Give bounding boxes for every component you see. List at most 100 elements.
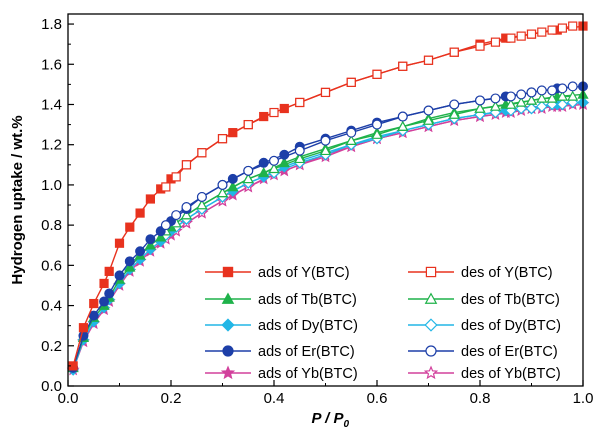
- data-point: [556, 98, 569, 111]
- data-point: [161, 182, 171, 192]
- data-point: [135, 246, 146, 257]
- x-tick-label: 0.2: [161, 390, 182, 407]
- y-tick-label: 1.2: [41, 137, 62, 154]
- legend-label: des of Er(BTC): [461, 344, 558, 360]
- data-point: [346, 77, 356, 87]
- data-point: [422, 114, 435, 125]
- data-point: [197, 148, 207, 158]
- x-tick-label: 0.4: [264, 390, 285, 407]
- data-point: [99, 278, 109, 289]
- data-point: [114, 238, 125, 248]
- data-point: [535, 100, 548, 113]
- data-point: [181, 160, 192, 170]
- data-point: [196, 191, 207, 202]
- legend-label: des of Y(BTC): [461, 265, 553, 281]
- data-point: [124, 256, 135, 267]
- data-point: [525, 94, 538, 105]
- data-point: [423, 55, 434, 65]
- data-point: [268, 162, 280, 174]
- data-point: [448, 108, 460, 119]
- legend-marker: [423, 365, 439, 380]
- data-point: [546, 92, 558, 103]
- y-tick-label: 0.2: [41, 338, 62, 355]
- legend-marker: [221, 318, 235, 332]
- data-point: [180, 209, 193, 220]
- data-point: [516, 89, 527, 100]
- legend-marker: [221, 292, 235, 304]
- data-point: [243, 165, 254, 176]
- legend-item: ads of Er(BTC): [205, 344, 355, 360]
- y-tick-label: 1.0: [41, 177, 62, 194]
- data-point: [490, 93, 501, 104]
- data-point: [269, 107, 279, 118]
- legend-item: des of Y(BTC): [408, 265, 553, 281]
- data-point: [547, 25, 557, 35]
- x-axis-title-main: P / P: [312, 410, 345, 427]
- data-point: [506, 33, 516, 43]
- data-point: [505, 98, 517, 109]
- legend-label: ads of Y(BTC): [258, 265, 350, 281]
- data-point: [217, 179, 228, 190]
- data-point: [398, 61, 408, 71]
- data-point: [567, 81, 578, 92]
- legend-item: ads of Dy(BTC): [205, 318, 358, 334]
- axis-ticks: 0.0 0.2 0.4 0.6 0.8 1.0 0.0 0.2 0.4 0.6 0.8 1.0 1.2 1…: [41, 16, 593, 407]
- legend-item: des of Dy(BTC): [408, 318, 561, 334]
- data-point: [295, 97, 305, 108]
- series-5: [160, 96, 579, 242]
- data-point: [449, 99, 460, 110]
- y-tick-label: 0.4: [41, 298, 62, 315]
- data-point: [526, 87, 537, 98]
- y-tick-label: 1.4: [41, 96, 62, 113]
- data-point: [423, 105, 434, 116]
- data-point: [216, 187, 229, 198]
- data-point: [505, 91, 516, 102]
- legend-label: des of Yb(BTC): [461, 366, 561, 382]
- x-axis-title: P / P0: [312, 410, 350, 430]
- data-point: [475, 95, 486, 106]
- y-tick-label: 0.6: [41, 257, 62, 274]
- data-point: [526, 29, 537, 39]
- data-point: [114, 270, 125, 281]
- series-line: [165, 95, 573, 232]
- y-tick-label: 0.8: [41, 217, 62, 234]
- data-point: [124, 261, 136, 272]
- data-point: [294, 152, 306, 164]
- data-point: [489, 100, 502, 111]
- legend-item: des of Yb(BTC): [408, 365, 561, 382]
- data-point: [516, 31, 526, 41]
- data-point: [217, 134, 228, 144]
- series-3: [160, 90, 579, 236]
- legend-label: des of Dy(BTC): [461, 318, 561, 334]
- data-point: [515, 96, 527, 107]
- data-point: [568, 21, 578, 31]
- data-point: [78, 323, 89, 333]
- data-point: [449, 47, 459, 57]
- data-point: [372, 69, 382, 79]
- data-point: [346, 127, 357, 138]
- data-point: [557, 83, 568, 94]
- data-point: [269, 155, 280, 166]
- series-line: [165, 101, 573, 236]
- data-point: [537, 27, 547, 37]
- legend-item: ads of Yb(BTC): [205, 365, 358, 382]
- data-point: [320, 135, 331, 146]
- data-point: [181, 202, 192, 213]
- data-point: [490, 37, 501, 47]
- data-point: [567, 90, 579, 101]
- data-point: [294, 145, 305, 156]
- legend-item: ads of Tb(BTC): [205, 292, 357, 308]
- data-point: [171, 210, 182, 221]
- legend-item: des of Tb(BTC): [408, 292, 560, 308]
- legend-marker: [220, 365, 236, 380]
- data-point: [547, 85, 558, 96]
- plot-series-layer: [66, 21, 590, 376]
- data-point: [372, 119, 383, 130]
- data-point: [345, 134, 357, 145]
- data-point: [397, 120, 409, 131]
- x-tick-label: 0.8: [470, 390, 491, 407]
- data-point: [556, 90, 569, 101]
- data-point: [144, 239, 157, 250]
